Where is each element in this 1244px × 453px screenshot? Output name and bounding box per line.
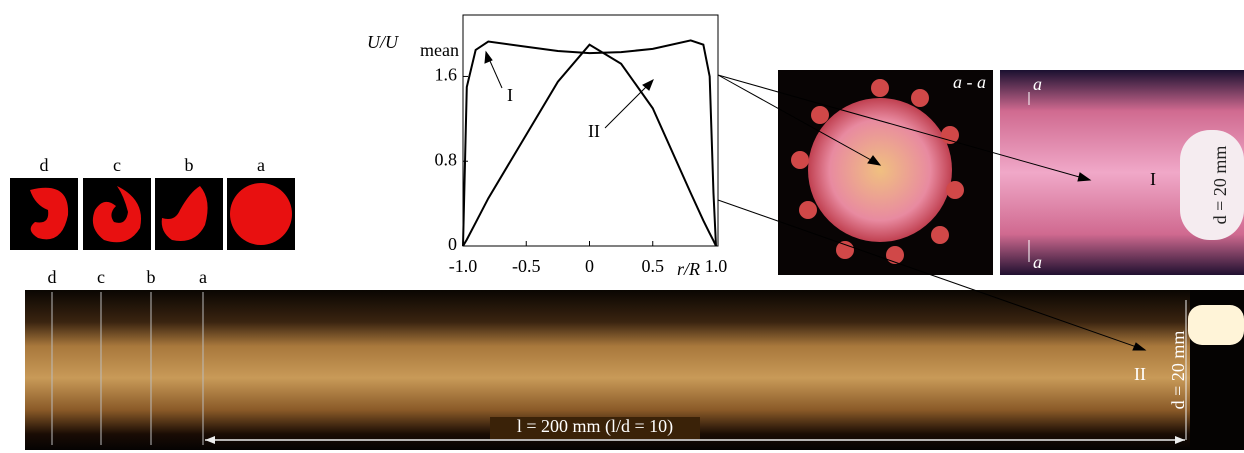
profile-label: b [185,155,194,175]
y-tick-label: 0 [448,234,457,254]
section-label: a [199,267,207,287]
y-tick-label: 1.6 [435,65,458,85]
profile-label: c [113,155,121,175]
x-tick-label: -0.5 [512,256,541,276]
cross-section-label: a - a [953,72,986,92]
cut-label: a [1033,252,1042,272]
diameter-label: d = 20 mm [1168,331,1188,410]
profile-label: a [257,155,265,175]
length-label: l = 200 mm (l/d = 10) [517,416,673,437]
jet-label: II [1134,364,1146,384]
section-label: c [97,267,105,287]
side-photo [1000,70,1244,275]
x-axis-label: r/R [677,259,700,279]
profile-images [10,178,295,250]
series-line [462,43,717,247]
jet-photo [25,290,1244,450]
cut-label: a [1033,74,1042,94]
annotation-arrows [484,50,654,129]
x-tick-label: 0 [585,256,594,276]
cross-section-photo [778,70,993,275]
series-label: I [507,85,513,105]
diameter-label: d = 20 mm [1210,146,1230,225]
x-tick-label: -1.0 [449,256,478,276]
connector-arrows [717,74,1147,351]
x-tick-label: 1.0 [705,256,728,276]
y-axis-label-sub: mean [420,40,459,60]
plot-frame [462,14,719,247]
y-tick-label: 0.8 [435,149,458,169]
jet-label: I [1150,169,1156,189]
series-label: II [588,121,600,141]
profile-label: d [40,155,49,175]
y-axis-label: U/U [367,32,399,52]
section-label: b [147,267,156,287]
section-label: d [48,267,57,287]
x-tick-label: 0.5 [642,256,665,276]
series-line [462,39,717,247]
